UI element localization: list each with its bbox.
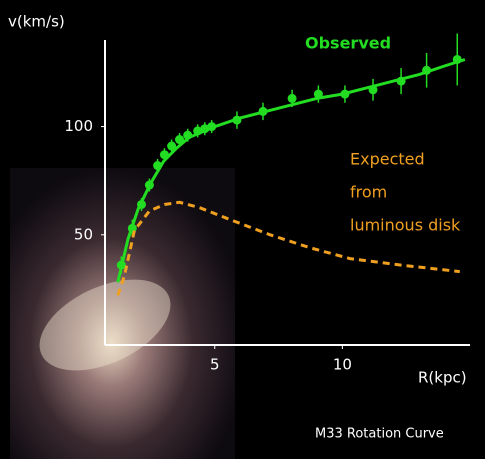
- x-tick-label: 5: [210, 356, 220, 374]
- x-axis-label: R(kpc): [418, 369, 467, 387]
- y-tick-label: 50: [74, 225, 93, 243]
- data-point: [287, 93, 297, 103]
- x-tick-label: 10: [333, 356, 352, 374]
- series-label: Expected: [350, 150, 425, 169]
- galaxy-image: [10, 168, 235, 459]
- series-label: Observed: [305, 34, 391, 53]
- y-axis-label: v(km/s): [8, 13, 65, 31]
- caption: M33 Rotation Curve: [315, 427, 444, 442]
- series-label: luminous disk: [350, 216, 461, 235]
- data-point: [167, 141, 177, 151]
- expected-curve: [116, 200, 460, 296]
- y-tick-label: 100: [64, 117, 93, 135]
- fit-curve: [116, 58, 466, 283]
- series-label: from: [350, 183, 387, 202]
